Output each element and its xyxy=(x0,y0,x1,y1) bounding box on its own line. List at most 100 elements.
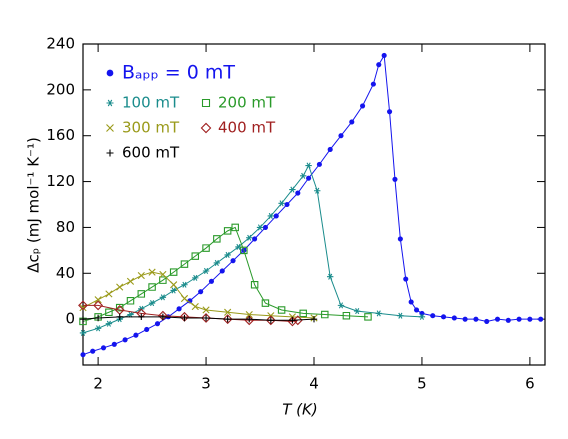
marker xyxy=(222,314,233,325)
y-tick-label: 0 xyxy=(65,310,75,328)
marker xyxy=(224,315,231,323)
marker xyxy=(213,235,221,243)
y-tick-label: 160 xyxy=(46,126,75,144)
marker xyxy=(451,315,457,321)
marker xyxy=(148,283,156,291)
marker xyxy=(223,227,232,235)
marker xyxy=(105,290,113,298)
marker xyxy=(278,200,285,207)
marker xyxy=(201,313,211,323)
marker xyxy=(342,311,351,320)
marker xyxy=(180,294,189,303)
marker xyxy=(381,52,387,59)
legend-marker xyxy=(106,69,114,77)
marker xyxy=(516,316,522,322)
y-tick-label: 120 xyxy=(46,172,75,190)
marker xyxy=(289,186,296,193)
marker xyxy=(299,309,307,318)
series-line xyxy=(82,316,315,321)
marker xyxy=(305,162,312,169)
marker xyxy=(79,329,87,336)
marker xyxy=(440,314,447,320)
marker xyxy=(137,290,146,298)
marker xyxy=(364,313,372,321)
marker xyxy=(387,109,393,115)
marker xyxy=(219,268,225,274)
marker xyxy=(277,306,286,314)
marker xyxy=(261,299,270,307)
marker xyxy=(376,62,382,68)
x-tick-label: 5 xyxy=(417,375,427,393)
legend-marker xyxy=(106,149,114,157)
x-tick-label: 3 xyxy=(201,375,211,393)
marker xyxy=(316,161,322,167)
legend-label: 100 mT xyxy=(122,94,180,112)
y-tick-label: 40 xyxy=(56,264,75,282)
marker xyxy=(326,273,334,280)
marker xyxy=(111,341,117,347)
marker xyxy=(202,244,210,252)
marker xyxy=(314,187,321,194)
marker xyxy=(94,314,102,322)
marker xyxy=(360,103,366,109)
marker xyxy=(321,310,329,319)
marker xyxy=(538,316,544,322)
marker xyxy=(90,348,96,354)
marker xyxy=(397,312,404,319)
marker xyxy=(116,283,124,291)
marker xyxy=(392,176,398,182)
marker xyxy=(252,236,258,242)
marker xyxy=(198,289,204,295)
marker xyxy=(78,300,88,311)
y-tick-label: 240 xyxy=(46,35,75,53)
marker xyxy=(230,258,236,264)
marker xyxy=(224,308,232,316)
legend-label: 600 mT xyxy=(122,144,180,162)
marker xyxy=(306,175,312,181)
marker xyxy=(337,302,345,309)
marker xyxy=(494,316,501,322)
legend-marker xyxy=(106,124,114,132)
marker xyxy=(144,326,150,333)
marker xyxy=(126,277,135,285)
marker xyxy=(338,133,344,139)
marker xyxy=(181,314,188,322)
marker xyxy=(408,299,414,305)
marker xyxy=(148,268,156,276)
marker xyxy=(202,314,210,322)
legend-label: 200 mT xyxy=(218,94,276,112)
marker xyxy=(105,320,113,327)
marker xyxy=(375,310,382,317)
marker xyxy=(126,297,135,305)
marker xyxy=(100,345,107,351)
marker xyxy=(170,281,178,289)
marker xyxy=(176,306,182,312)
marker xyxy=(403,276,409,282)
marker xyxy=(202,306,210,314)
marker xyxy=(430,313,436,319)
marker xyxy=(267,212,275,220)
marker xyxy=(284,201,290,208)
marker xyxy=(256,224,264,231)
marker xyxy=(213,259,221,267)
marker xyxy=(94,296,102,304)
marker xyxy=(137,271,145,280)
legend-label: 400 mT xyxy=(218,119,276,137)
marker xyxy=(265,315,276,326)
marker xyxy=(246,315,253,323)
marker xyxy=(353,308,361,315)
marker xyxy=(292,315,303,326)
marker xyxy=(116,313,123,321)
marker xyxy=(418,313,426,320)
marker xyxy=(148,300,156,307)
marker xyxy=(349,119,355,125)
x-tick-label: 6 xyxy=(525,375,535,393)
marker xyxy=(250,281,259,289)
marker xyxy=(413,307,420,313)
series-line xyxy=(83,304,298,322)
marker xyxy=(484,318,490,324)
marker xyxy=(246,234,253,241)
marker xyxy=(133,332,139,338)
marker xyxy=(169,268,178,276)
series-line xyxy=(82,164,422,334)
